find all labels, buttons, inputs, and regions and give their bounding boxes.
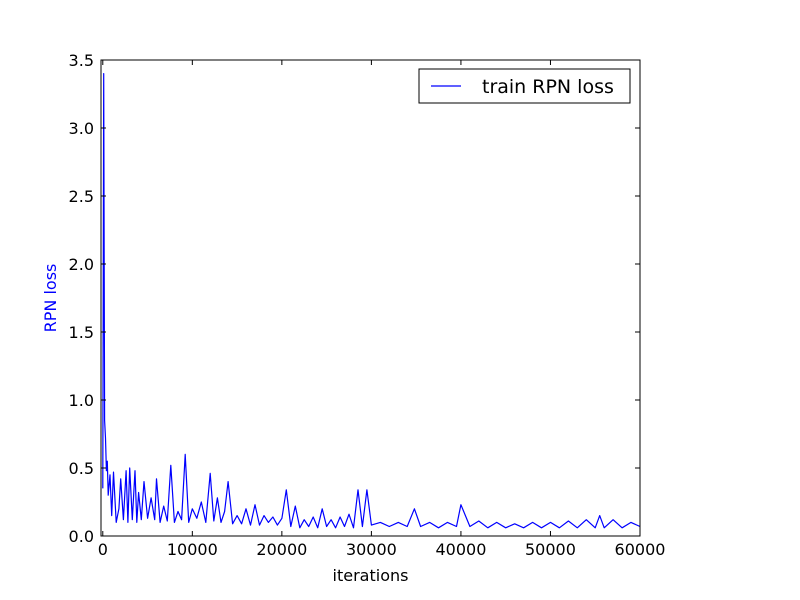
y-tick-label: 2.5 [69,187,94,206]
y-tick-label: 0.0 [69,527,94,546]
y-tick-label: 2.0 [69,255,94,274]
x-tick-label: 30000 [346,540,397,559]
y-tick-label: 0.5 [69,459,94,478]
y-tick-label: 3.0 [69,119,94,138]
x-tick-label: 50000 [525,540,576,559]
y-tick-label: 3.5 [69,51,94,70]
series-layer [102,72,640,529]
legend: train RPN loss [418,68,631,104]
x-tick-label: 60000 [615,540,666,559]
x-axis-label: iterations [333,566,409,585]
legend-label-train-rpn-loss: train RPN loss [482,76,614,98]
x-tick-label: 20000 [256,540,307,559]
y-tick-label: 1.5 [69,323,94,342]
y-axis-label: RPN loss [41,264,60,333]
axes-frame [100,59,641,537]
x-tick-label: 40000 [435,540,486,559]
x-tick-label: 0 [98,540,108,559]
series-line-1 [102,72,640,529]
y-tick-label: 1.0 [69,391,94,410]
x-tick-label: 10000 [167,540,218,559]
tick-layer: 0 10000 20000 30000 40000 50000 60000 0.0 0.5 1.0… [69,51,666,559]
